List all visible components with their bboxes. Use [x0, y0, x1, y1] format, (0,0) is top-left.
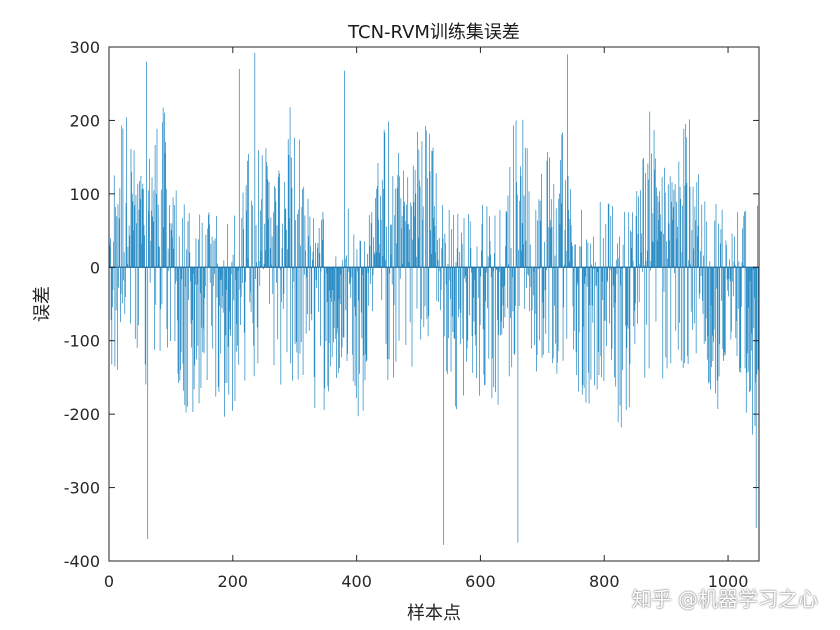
y-tick-label: -400 — [64, 552, 100, 571]
watermark: 知乎 @机器学习之心 — [631, 587, 818, 611]
x-axis-ticks: 0 200 400 600 800 1000 — [104, 47, 749, 591]
y-tick-label: 200 — [69, 111, 100, 130]
plot-background — [109, 47, 759, 561]
x-tick-label: 1000 — [708, 572, 749, 591]
y-tick-label: -100 — [64, 332, 100, 351]
x-tick-label: 200 — [218, 572, 249, 591]
error-series — [108, 52, 760, 545]
y-tick-label: 100 — [69, 185, 100, 204]
plot-frame — [108, 46, 760, 562]
y-axis-label: 误差 — [32, 286, 53, 322]
x-tick-label: 800 — [589, 572, 620, 591]
x-tick-label: 0 — [104, 572, 114, 591]
y-tick-label: -300 — [64, 479, 100, 498]
x-tick-label: 400 — [341, 572, 372, 591]
x-tick-label: 600 — [465, 572, 496, 591]
y-tick-label: 0 — [90, 258, 100, 277]
y-tick-label: 300 — [69, 38, 100, 57]
y-tick-label: -200 — [64, 405, 100, 424]
chart-title: TCN-RVM训练集误差 — [347, 22, 520, 43]
x-axis-label: 样本点 — [407, 603, 461, 624]
y-axis-ticks: -400 -300 -200 -100 0 100 200 300 — [64, 38, 759, 571]
